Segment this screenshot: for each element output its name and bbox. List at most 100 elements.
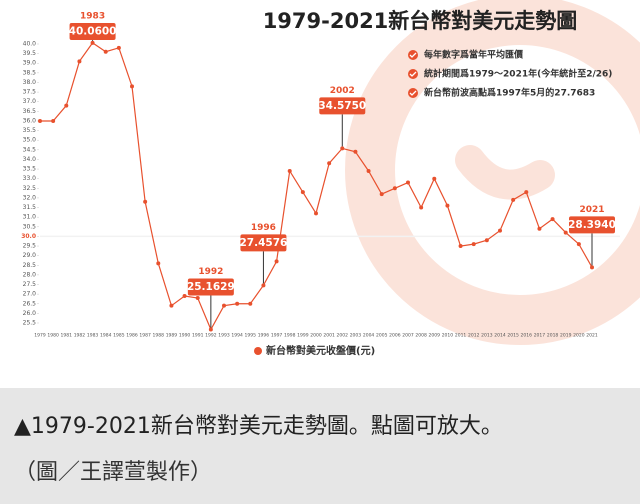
data-point (38, 118, 42, 123)
value-label: 28.3940 (568, 219, 616, 231)
caption-credit: （圖／王譯萱製作） (14, 460, 213, 485)
data-point (300, 190, 305, 195)
data-point (524, 190, 529, 195)
x-tick-label: 2018 (547, 333, 559, 339)
data-point (471, 242, 476, 247)
x-tick-label: 1994 (231, 333, 243, 339)
x-tick-label: 1988 (153, 333, 165, 339)
x-tick-label: 1998 (284, 333, 296, 339)
data-point (432, 176, 437, 181)
x-tick-label: 2003 (350, 333, 362, 339)
data-point (222, 303, 226, 308)
y-tick-label: 38.0 (23, 79, 37, 86)
legend-marker (254, 347, 262, 355)
data-point (511, 197, 516, 202)
y-tick-label: 32.5 (23, 185, 37, 192)
x-tick-label: 1986 (126, 333, 138, 339)
data-point (130, 84, 134, 89)
data-point (261, 283, 266, 288)
x-tick-label: 1985 (113, 333, 125, 339)
x-tick-label: 2008 (415, 333, 427, 339)
x-tick-label: 2007 (402, 333, 414, 339)
data-point (458, 244, 463, 249)
x-tick-label: 1981 (61, 333, 73, 339)
y-tick-label: 28.0 (23, 271, 37, 278)
data-point (484, 238, 489, 243)
data-point (406, 180, 410, 185)
note-check (409, 71, 417, 77)
y-tick-label: 36.5 (23, 108, 37, 115)
callout-year: 1983 (80, 12, 105, 22)
data-point (419, 205, 424, 210)
y-tick-label: 25.5 (23, 320, 37, 327)
data-point (287, 168, 292, 173)
x-tick-label: 2004 (363, 333, 375, 339)
callout-box (69, 23, 116, 40)
x-tick-label: 1989 (166, 333, 178, 339)
x-tick-label: 1983 (87, 333, 99, 339)
data-point (182, 294, 187, 299)
y-tick-label: 37.0 (23, 98, 37, 105)
y-tick-label: 34.0 (23, 156, 37, 163)
value-label: 25.1629 (187, 281, 235, 293)
x-tick-label: 2012 (468, 333, 480, 339)
x-tick-label: 2009 (429, 333, 441, 339)
data-point (498, 228, 502, 233)
x-tick-label: 2016 (521, 333, 533, 339)
x-tick-label: 2014 (494, 333, 506, 339)
note-text: 每年數字爲當年平均匯價 (424, 49, 524, 61)
callout-year: 2002 (330, 86, 355, 96)
note-icon (408, 88, 418, 98)
data-point (195, 295, 200, 300)
callout-year: 2021 (579, 205, 604, 215)
x-tick-label: 2001 (323, 333, 335, 339)
data-point (274, 259, 279, 264)
data-point (537, 226, 542, 231)
y-tick-label: 39.0 (23, 60, 37, 67)
data-point (327, 161, 332, 166)
x-tick-label: 2011 (455, 333, 467, 339)
data-point (235, 301, 240, 306)
x-tick-label: 2005 (376, 333, 388, 339)
x-tick-label: 2017 (534, 333, 546, 339)
x-tick-label: 2010 (442, 333, 454, 339)
chart-title: 1979-2021新台幣對美元走勢圖 (263, 9, 578, 33)
callout-box (240, 234, 287, 252)
data-point (248, 301, 253, 306)
data-point (64, 103, 69, 108)
data-point (366, 168, 371, 173)
caption-line: ▲1979-2021新台幣對美元走勢圖。點圖可放大。 (14, 414, 503, 439)
x-tick-label: 1979 (34, 333, 46, 339)
y-tick-label: 37.5 (23, 89, 37, 96)
y-tick-label: 32.0 (23, 194, 37, 201)
data-point (51, 118, 56, 123)
x-tick-label: 2021 (586, 333, 598, 339)
y-tick-label: 29.5 (23, 243, 37, 250)
y-tick-label: 30.5 (23, 223, 37, 230)
y-tick-label: 28.5 (23, 262, 37, 269)
callout-box (187, 278, 234, 296)
y-tick-label: 26.5 (23, 300, 37, 307)
x-tick-label: 2000 (310, 333, 322, 339)
legend-label: 新台幣對美元收盤價(元) (266, 344, 375, 357)
y-tick-label: 36.0 (23, 117, 37, 124)
callout-year: 1992 (198, 267, 223, 277)
note-text: 新台幣前波高點爲1997年5月的27.7683 (424, 87, 595, 99)
note-check (409, 90, 417, 96)
y-tick-label: 27.0 (23, 291, 37, 298)
note-icon (408, 69, 418, 79)
x-tick-label: 1984 (100, 333, 112, 339)
x-tick-label: 2006 (389, 333, 401, 339)
y-tick-label: 31.0 (23, 214, 37, 221)
value-label: 27.4576 (240, 237, 288, 249)
data-point (550, 217, 555, 222)
callout-box (569, 216, 615, 234)
x-tick-label: 2013 (481, 333, 493, 339)
x-tick-label: 1999 (297, 333, 309, 339)
x-tick-label: 1991 (192, 333, 204, 339)
data-point (77, 59, 82, 64)
y-tick-label: 31.5 (23, 204, 37, 211)
value-label: 34.5750 (318, 100, 366, 112)
x-tick-label: 1995 (245, 333, 257, 339)
